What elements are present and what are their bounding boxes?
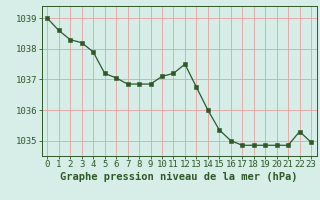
X-axis label: Graphe pression niveau de la mer (hPa): Graphe pression niveau de la mer (hPa)	[60, 172, 298, 182]
